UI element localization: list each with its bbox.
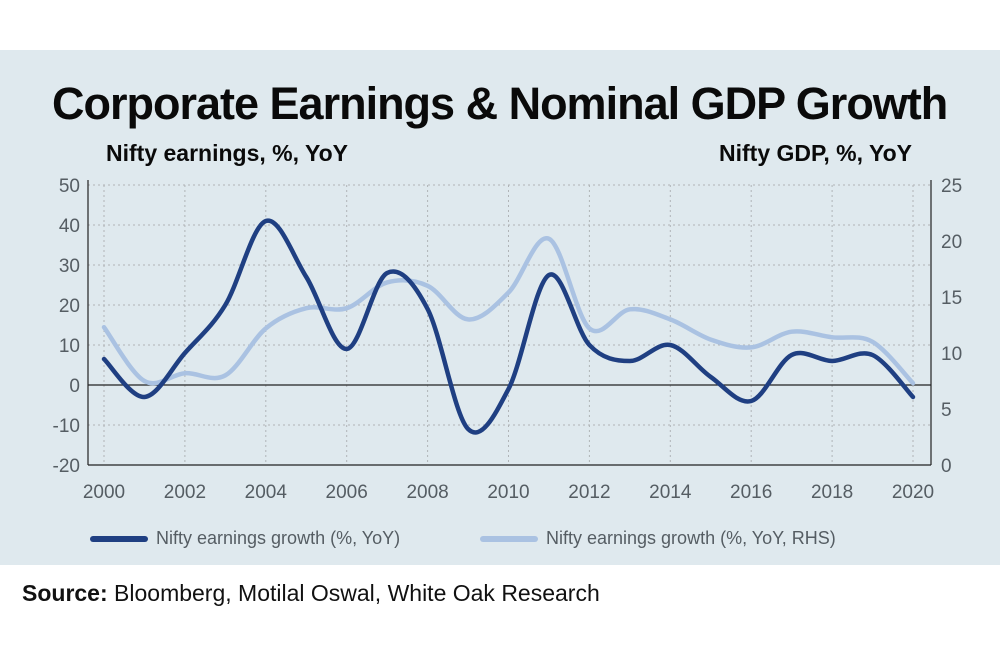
x-tick-label: 2012 (568, 482, 610, 503)
right-axis-title: Nifty GDP, %, YoY (719, 140, 912, 166)
y2-tick-label: 15 (941, 288, 962, 309)
tick-labels: -20 -10 0 10 20 30 40 50 0 5 10 15 20 25 2000 2002 2004 2… (53, 176, 963, 503)
series-line-earnings-rhs (101, 236, 916, 386)
x-tick-label: 2010 (487, 482, 529, 503)
left-axis-title: Nifty earnings, %, YoY (106, 140, 348, 166)
source-note: Source: Bloomberg, Motilal Oswal, White … (22, 580, 600, 607)
series-line-earnings (101, 218, 916, 435)
x-tick-label: 2018 (811, 482, 853, 503)
series-lines (101, 218, 916, 435)
legend-item-rhs: Nifty earnings growth (%, YoY, RHS) (480, 528, 836, 549)
x-tick-label: 2000 (83, 482, 125, 503)
source-label: Source: (22, 580, 108, 606)
y-tick-label: -20 (53, 456, 80, 477)
x-tick-label: 2002 (164, 482, 206, 503)
y-tick-label: 50 (59, 176, 80, 197)
y2-tick-label: 10 (941, 344, 962, 365)
legend: Nifty earnings growth (%, YoY) Nifty ear… (90, 528, 950, 552)
x-tick-label: 2006 (326, 482, 368, 503)
legend-label-earnings: Nifty earnings growth (%, YoY) (156, 528, 401, 548)
x-tick-label: 2016 (730, 482, 772, 503)
legend-item-earnings: Nifty earnings growth (%, YoY) (90, 528, 400, 549)
y2-tick-label: 0 (941, 456, 952, 477)
x-tick-label: 2020 (892, 482, 934, 503)
x-tick-label: 2004 (245, 482, 288, 503)
y2-tick-label: 25 (941, 176, 962, 197)
y2-tick-label: 20 (941, 232, 962, 253)
y-tick-label: -10 (53, 416, 80, 437)
x-tick-label: 2014 (649, 482, 692, 503)
chart-panel (0, 50, 1000, 565)
y-tick-label: 10 (59, 336, 80, 357)
y-tick-label: 40 (59, 216, 80, 237)
gridlines (88, 184, 931, 466)
y-tick-label: 30 (59, 256, 80, 277)
y-tick-label: 0 (69, 376, 80, 397)
y2-tick-label: 5 (941, 400, 952, 421)
x-tick-label: 2008 (406, 482, 448, 503)
legend-swatch-earnings (90, 535, 148, 542)
source-text: Bloomberg, Motilal Oswal, White Oak Rese… (107, 580, 600, 606)
legend-swatch-rhs (480, 535, 538, 542)
legend-label-rhs: Nifty earnings growth (%, YoY, RHS) (546, 528, 836, 548)
chart-title: Corporate Earnings & Nominal GDP Growth (52, 78, 948, 129)
y-tick-label: 20 (59, 296, 80, 317)
